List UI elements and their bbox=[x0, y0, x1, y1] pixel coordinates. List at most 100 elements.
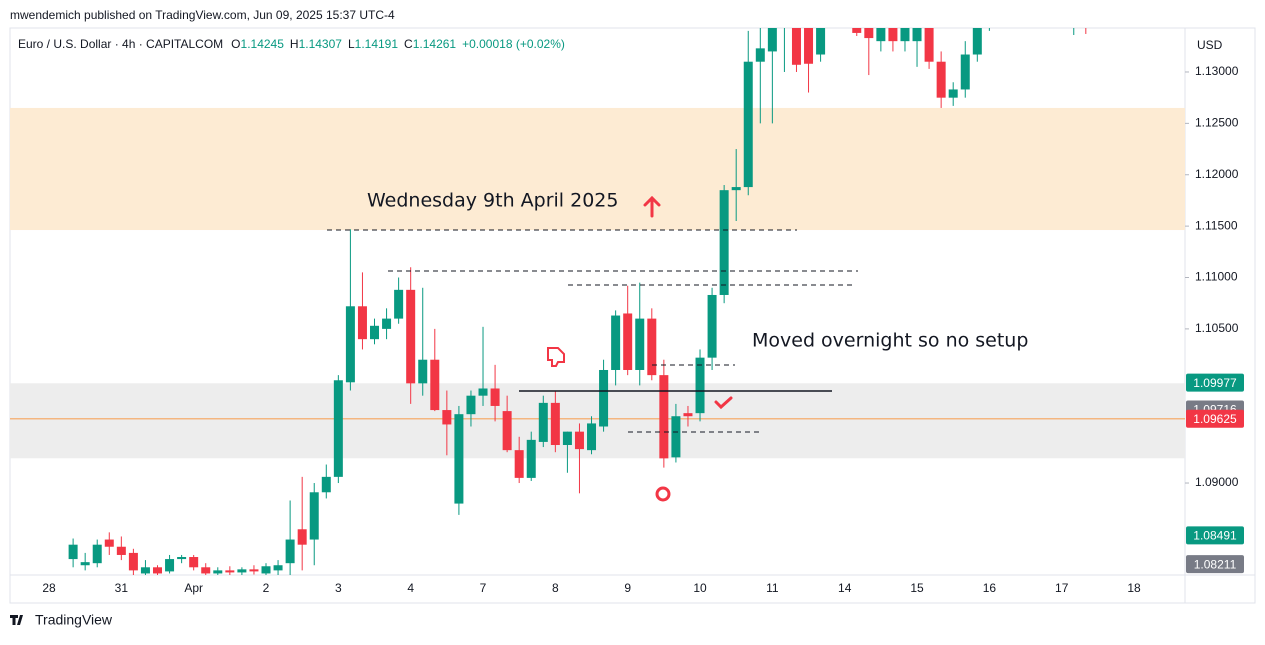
y-tick-label: 1.13000 bbox=[1195, 64, 1239, 78]
candle-body bbox=[140, 567, 150, 574]
candle-body bbox=[382, 318, 392, 329]
candle-body bbox=[731, 187, 741, 191]
candle-body bbox=[647, 318, 657, 376]
candle-body bbox=[104, 539, 114, 547]
arrow-up-icon bbox=[643, 195, 661, 218]
candle-body bbox=[574, 431, 584, 450]
annotation: Moved overnight so no setup bbox=[752, 330, 1028, 352]
candle-body bbox=[791, 28, 801, 65]
brand: TradingView bbox=[35, 612, 113, 628]
candle-body bbox=[743, 61, 753, 188]
candle-body bbox=[780, 0, 789, 28]
ohlc-value: 1.14307 bbox=[299, 37, 343, 51]
candle-body bbox=[261, 566, 271, 574]
zone bbox=[10, 383, 1185, 459]
x-tick-label: 14 bbox=[838, 581, 852, 595]
candle-body bbox=[116, 546, 126, 555]
candle-body bbox=[587, 423, 597, 451]
candle-body bbox=[960, 54, 970, 90]
candle-body bbox=[816, 28, 826, 55]
price-marker bbox=[1186, 555, 1244, 574]
candle-body bbox=[900, 28, 910, 42]
y-tick-label: 1.12000 bbox=[1195, 167, 1239, 181]
annotation: Wednesday 9th April 2025 bbox=[367, 190, 618, 212]
candle-body bbox=[755, 48, 765, 62]
candle-body bbox=[502, 411, 512, 451]
candle-body bbox=[273, 565, 283, 571]
candle-body bbox=[924, 28, 934, 62]
circle-icon bbox=[655, 486, 671, 502]
candle-body bbox=[972, 28, 982, 55]
candle-body bbox=[370, 325, 380, 340]
candle-body bbox=[466, 395, 476, 415]
candle-body bbox=[345, 306, 355, 383]
ohlc-value: 1.14261 bbox=[413, 37, 457, 51]
candle-body bbox=[852, 28, 862, 33]
ohlc-label: O bbox=[231, 37, 240, 51]
price-marker bbox=[1186, 526, 1244, 545]
candle-body bbox=[514, 450, 524, 478]
candle-body bbox=[804, 28, 814, 64]
candle-body bbox=[177, 557, 187, 560]
x-tick-label: 15 bbox=[910, 581, 924, 595]
x-tick-label: 11 bbox=[766, 581, 779, 595]
candle-body bbox=[249, 569, 259, 572]
candle-body bbox=[936, 61, 946, 98]
y-tick-label: 1.10500 bbox=[1195, 321, 1239, 335]
candle-body bbox=[153, 567, 163, 574]
candle-body bbox=[80, 562, 90, 566]
candle-body bbox=[297, 529, 307, 545]
candle-body bbox=[526, 439, 536, 478]
candle-body bbox=[876, 28, 886, 42]
publisher: mwendemich published on TradingView.com,… bbox=[10, 8, 395, 22]
candle-body bbox=[394, 289, 404, 319]
candle-body bbox=[68, 544, 78, 560]
candle-body bbox=[864, 28, 874, 39]
ohlc-value: 1.14191 bbox=[355, 37, 399, 51]
candle-body bbox=[599, 369, 609, 427]
price-marker-label: 1.09977 bbox=[1193, 376, 1237, 390]
candle-body bbox=[165, 559, 175, 572]
x-tick-label: 9 bbox=[624, 581, 631, 595]
x-tick-label: 18 bbox=[1127, 581, 1141, 595]
candle-body bbox=[671, 416, 681, 458]
ohlc-value: 1.14245 bbox=[241, 37, 285, 51]
candle-body bbox=[538, 402, 548, 442]
hand-icon bbox=[547, 347, 565, 367]
candle-body bbox=[635, 318, 645, 370]
y-tick-label: 1.09000 bbox=[1195, 475, 1239, 489]
candle-body bbox=[442, 410, 452, 425]
candle-body bbox=[406, 289, 416, 384]
candle-body bbox=[225, 570, 235, 573]
price-marker-label: 1.08491 bbox=[1193, 529, 1237, 543]
candle-body bbox=[128, 552, 138, 571]
candle-body bbox=[683, 413, 693, 417]
currency-label: USD bbox=[1197, 38, 1223, 52]
candle-body bbox=[201, 567, 211, 574]
x-tick-label: 10 bbox=[693, 581, 707, 595]
price-marker-label: 1.09625 bbox=[1193, 412, 1237, 426]
candle-body bbox=[767, 28, 777, 52]
candle-body bbox=[948, 89, 958, 98]
logo-mark bbox=[10, 615, 23, 625]
candle-body bbox=[611, 315, 621, 370]
candle-body bbox=[550, 402, 560, 446]
candle-body bbox=[189, 557, 199, 568]
candle-body bbox=[237, 569, 247, 573]
zone bbox=[10, 107, 1185, 231]
ohlc-label: C bbox=[404, 37, 413, 51]
y-tick-label: 1.11000 bbox=[1195, 270, 1238, 284]
price-marker bbox=[1186, 373, 1244, 392]
candle-body bbox=[623, 313, 633, 370]
candle-body bbox=[430, 359, 440, 411]
candle-body bbox=[333, 380, 343, 477]
candle-body bbox=[888, 28, 898, 42]
price-marker-label: 1.08211 bbox=[1194, 557, 1237, 571]
candle-body bbox=[659, 375, 669, 459]
candle-body bbox=[321, 476, 331, 493]
x-tick-label: 17 bbox=[1055, 581, 1069, 595]
symbol-legend: Euro / U.S. Dollar · 4h · CAPITALCOM O1.1… bbox=[18, 37, 565, 51]
plot-area bbox=[10, 0, 1185, 575]
candle-body bbox=[490, 388, 500, 406]
